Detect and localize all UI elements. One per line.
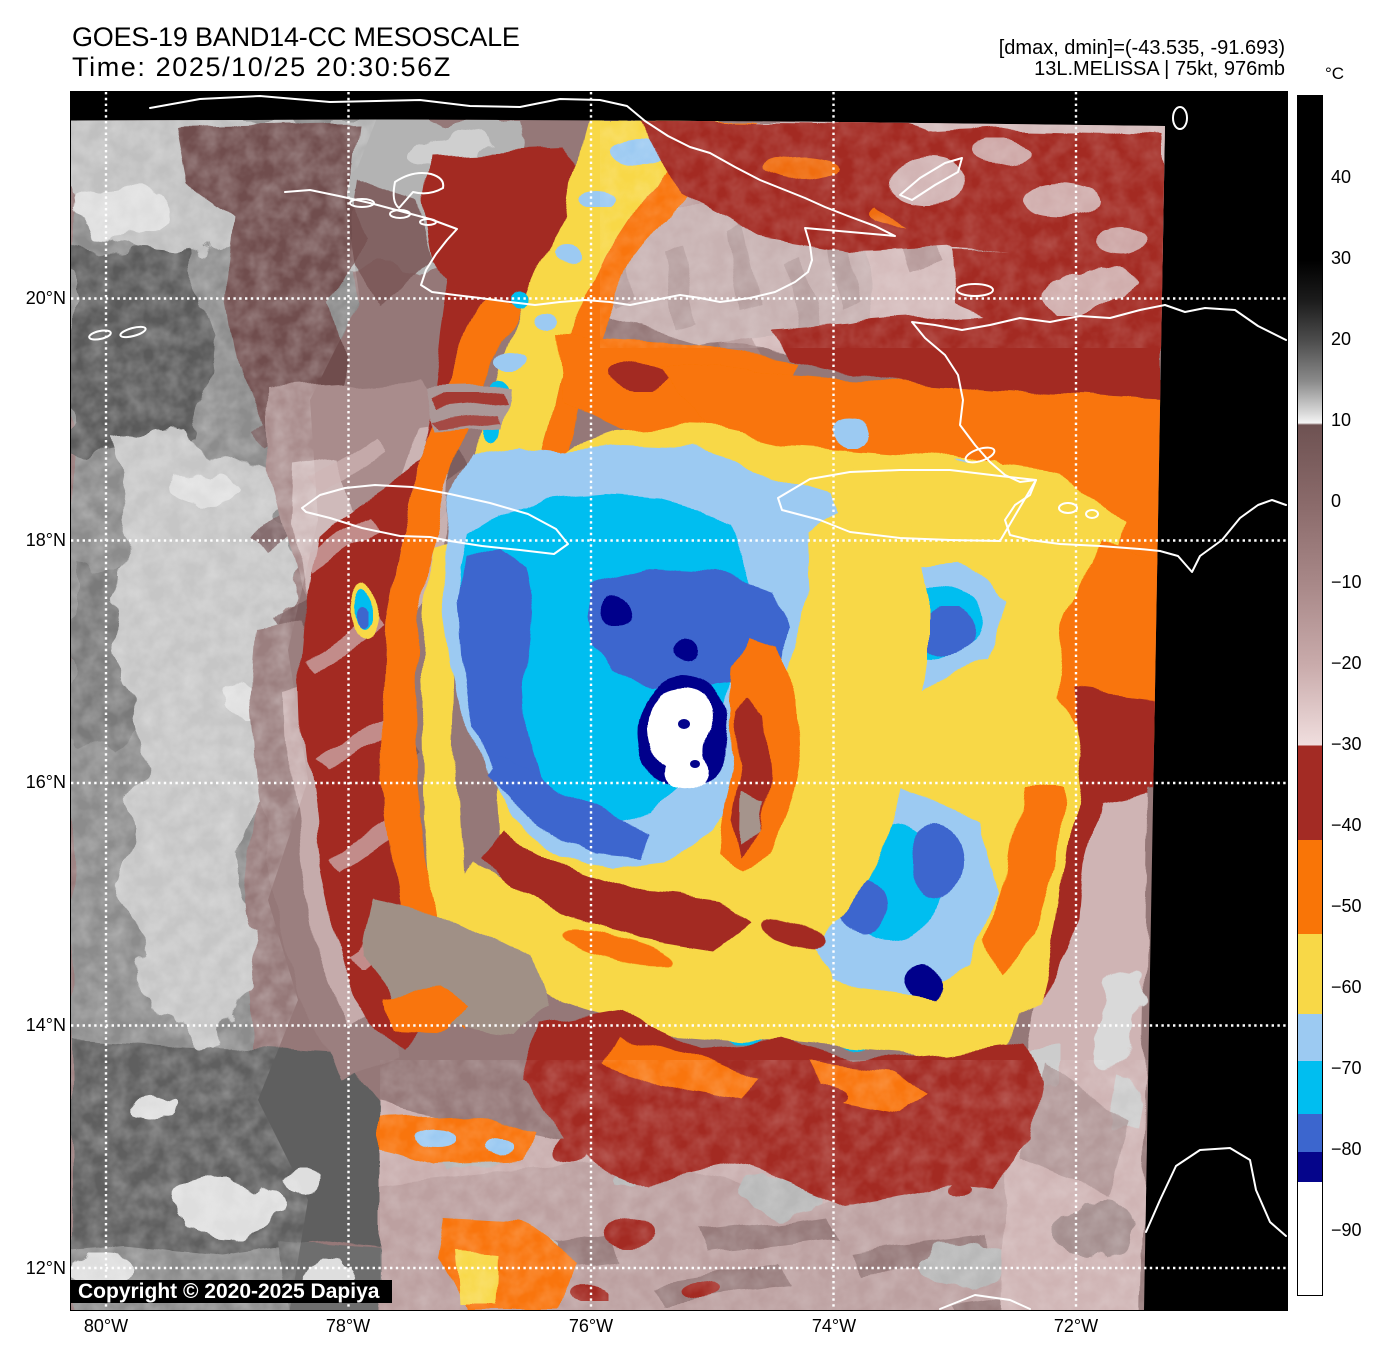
svg-text:Copyright © 2020-2025 Dapiya: Copyright © 2020-2025 Dapiya (78, 1280, 380, 1303)
